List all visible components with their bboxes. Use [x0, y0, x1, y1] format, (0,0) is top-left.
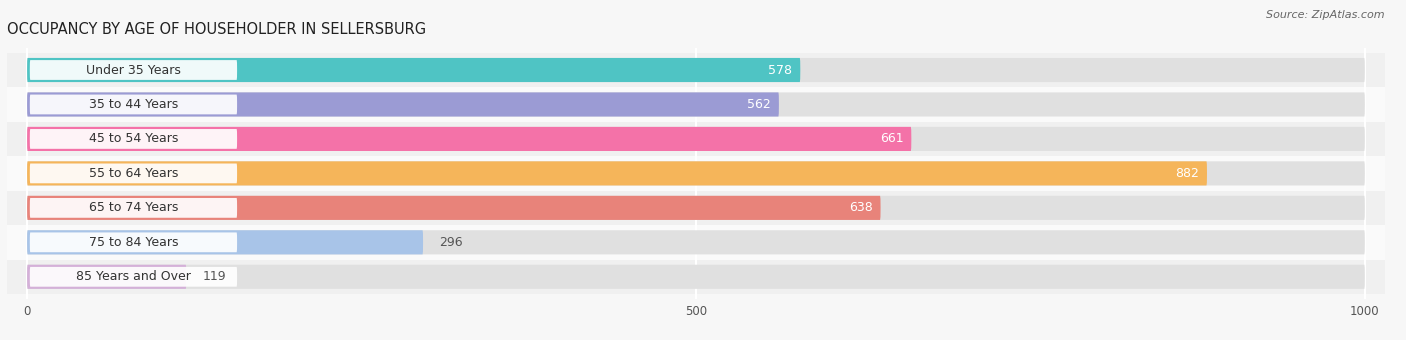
FancyBboxPatch shape	[30, 129, 238, 149]
Text: 75 to 84 Years: 75 to 84 Years	[89, 236, 179, 249]
Text: 296: 296	[439, 236, 463, 249]
Text: Source: ZipAtlas.com: Source: ZipAtlas.com	[1267, 10, 1385, 20]
Text: 661: 661	[880, 133, 903, 146]
FancyBboxPatch shape	[27, 58, 1365, 82]
FancyBboxPatch shape	[30, 233, 238, 252]
FancyBboxPatch shape	[27, 230, 1365, 254]
FancyBboxPatch shape	[30, 95, 238, 114]
Text: 638: 638	[849, 201, 873, 214]
Text: 45 to 54 Years: 45 to 54 Years	[89, 133, 179, 146]
Bar	[0, 156, 1406, 191]
FancyBboxPatch shape	[27, 162, 1365, 185]
Text: OCCUPANCY BY AGE OF HOUSEHOLDER IN SELLERSBURG: OCCUPANCY BY AGE OF HOUSEHOLDER IN SELLE…	[7, 22, 426, 37]
Bar	[0, 191, 1406, 225]
Bar	[0, 122, 1406, 156]
Text: Under 35 Years: Under 35 Years	[86, 64, 181, 76]
FancyBboxPatch shape	[30, 60, 238, 80]
FancyBboxPatch shape	[27, 127, 911, 151]
FancyBboxPatch shape	[30, 198, 238, 218]
Bar	[0, 225, 1406, 259]
FancyBboxPatch shape	[27, 162, 1206, 185]
Text: 119: 119	[202, 270, 226, 283]
FancyBboxPatch shape	[27, 230, 423, 254]
Text: 55 to 64 Years: 55 to 64 Years	[89, 167, 179, 180]
FancyBboxPatch shape	[27, 196, 1365, 220]
Text: 882: 882	[1175, 167, 1199, 180]
FancyBboxPatch shape	[27, 265, 186, 289]
Text: 562: 562	[747, 98, 770, 111]
FancyBboxPatch shape	[30, 267, 238, 287]
FancyBboxPatch shape	[27, 58, 800, 82]
FancyBboxPatch shape	[27, 92, 1365, 117]
Text: 578: 578	[768, 64, 793, 76]
FancyBboxPatch shape	[27, 92, 779, 117]
Text: 65 to 74 Years: 65 to 74 Years	[89, 201, 179, 214]
FancyBboxPatch shape	[27, 127, 1365, 151]
Bar	[0, 259, 1406, 294]
Text: 85 Years and Over: 85 Years and Over	[76, 270, 191, 283]
FancyBboxPatch shape	[27, 196, 880, 220]
Bar	[0, 87, 1406, 122]
FancyBboxPatch shape	[30, 164, 238, 183]
Bar	[0, 53, 1406, 87]
Text: 35 to 44 Years: 35 to 44 Years	[89, 98, 179, 111]
FancyBboxPatch shape	[27, 265, 1365, 289]
